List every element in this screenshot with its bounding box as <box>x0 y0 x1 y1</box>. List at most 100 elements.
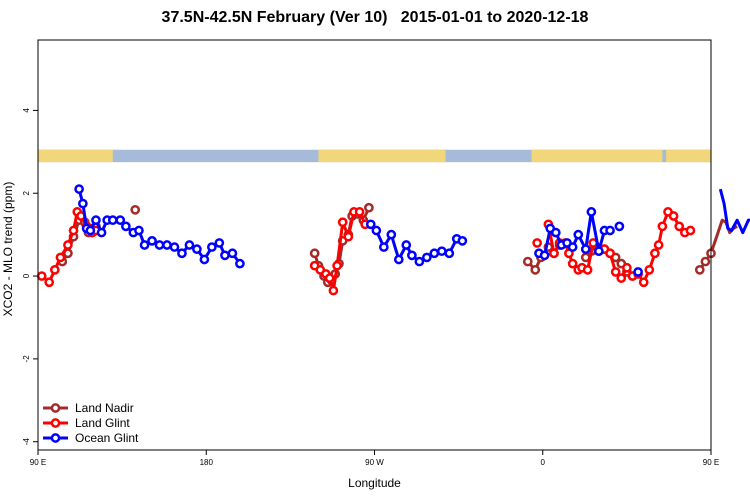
chart-title: 37.5N-42.5N February (Ver 10) 2015-01-01… <box>161 9 589 26</box>
data-point <box>309 248 320 259</box>
data-point <box>644 264 655 275</box>
data-point <box>85 225 96 236</box>
data-point <box>235 258 245 269</box>
data-point <box>55 252 66 263</box>
data-point <box>638 277 649 288</box>
data-point <box>605 225 615 236</box>
data-point <box>68 225 79 236</box>
data-point <box>674 221 685 232</box>
x-tick-label: 90 E <box>30 458 46 467</box>
data-point <box>328 285 339 296</box>
legend-marker <box>50 433 61 443</box>
data-point <box>668 211 679 221</box>
data-point <box>184 240 195 250</box>
legend-label: Land Nadir <box>75 401 134 415</box>
data-point <box>130 204 141 215</box>
y-tick-label: 2 <box>22 190 31 195</box>
data-point <box>96 227 107 238</box>
data-point <box>139 240 150 250</box>
land-band-segment <box>666 149 711 163</box>
data-point <box>685 225 696 236</box>
data-point <box>115 215 126 226</box>
x-tick-label: 90 E <box>703 458 719 467</box>
legend-marker <box>50 418 61 428</box>
data-point <box>192 244 202 254</box>
y-tick-label: -2 <box>22 355 31 363</box>
land-band-segment <box>531 149 663 163</box>
land-band-segment <box>318 149 446 163</box>
y-tick-label: 4 <box>22 108 31 113</box>
data-point <box>586 207 597 217</box>
data-point <box>457 236 468 246</box>
data-point <box>522 256 533 267</box>
data-point <box>414 256 425 267</box>
data-point <box>134 225 144 236</box>
data-point <box>532 238 542 248</box>
legend-label: Ocean Glint <box>75 431 139 445</box>
data-point <box>436 246 447 257</box>
data-point <box>107 215 118 226</box>
data-point <box>44 277 55 288</box>
data-point <box>633 267 643 277</box>
data-point <box>573 229 584 240</box>
data-point <box>421 252 432 263</box>
data-point <box>147 236 157 246</box>
legend-label: Land Glint <box>75 416 130 430</box>
data-point <box>74 184 84 194</box>
data-point <box>444 248 455 259</box>
y-tick-label: 0 <box>22 273 31 278</box>
series-ocean-glint <box>74 184 750 277</box>
data-point <box>78 198 88 209</box>
data-point <box>91 215 101 226</box>
data-point <box>214 238 225 248</box>
data-point <box>354 207 365 217</box>
data-point <box>177 248 187 259</box>
x-tick-label: 90 W <box>365 458 384 467</box>
data-point <box>407 250 417 261</box>
data-point <box>580 244 591 254</box>
data-point <box>364 202 374 213</box>
data-point <box>650 248 660 259</box>
x-tick-label: 0 <box>541 458 546 467</box>
x-axis-label: Longitude <box>348 476 401 490</box>
data-point <box>154 240 165 250</box>
data-point <box>121 221 131 232</box>
data-point <box>36 271 47 281</box>
data-point <box>378 242 389 252</box>
data-point <box>49 264 60 275</box>
data-point <box>653 240 664 250</box>
data-point <box>622 262 632 273</box>
data-point <box>63 240 73 250</box>
data-point <box>337 217 348 228</box>
data-point <box>567 242 578 252</box>
data-point <box>401 240 412 250</box>
x-tick-label: 180 <box>200 458 214 467</box>
data-point <box>530 264 541 275</box>
plot-frame <box>37 39 712 451</box>
data-point <box>365 219 376 230</box>
data-point <box>593 246 604 257</box>
data-point <box>700 256 711 267</box>
data-point <box>207 242 217 252</box>
data-point <box>694 264 705 275</box>
data-point <box>539 250 550 261</box>
series-line <box>718 188 750 235</box>
data-point <box>343 231 354 242</box>
series-land-glint <box>36 207 696 296</box>
data-point <box>227 248 238 259</box>
data-point <box>657 221 668 232</box>
data-point <box>429 248 440 259</box>
data-point <box>199 254 210 265</box>
data-point <box>169 242 180 252</box>
axes: 90 E 180 90 W 0 90 E -4 -2 0 2 4 <box>22 108 719 467</box>
data-point <box>550 227 561 238</box>
data-point <box>371 225 382 236</box>
data-point <box>332 260 342 271</box>
data-point <box>162 240 172 250</box>
series-layer <box>36 184 750 296</box>
data-point <box>605 248 615 259</box>
y-tick-label: -4 <box>22 438 31 446</box>
data-point <box>567 258 578 269</box>
